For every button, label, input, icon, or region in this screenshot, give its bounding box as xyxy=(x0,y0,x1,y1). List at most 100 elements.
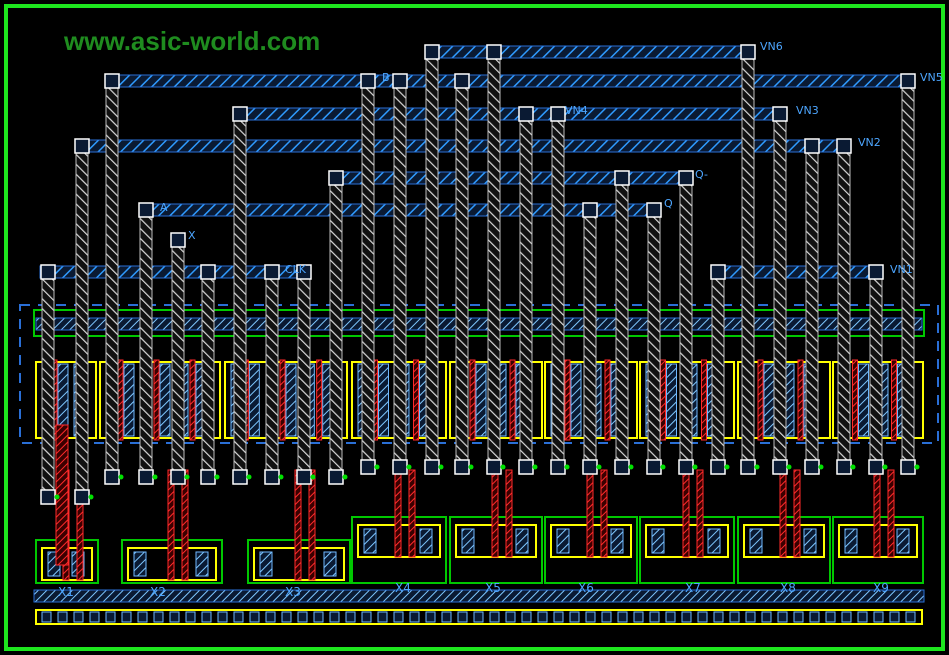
rail-contact xyxy=(121,611,132,623)
rail-contact xyxy=(649,611,660,623)
metal1-route xyxy=(361,80,375,471)
poly-gate xyxy=(509,359,516,441)
metal1-route xyxy=(265,271,279,481)
cell-label-x2: X2 xyxy=(150,585,166,599)
chip-boundary xyxy=(4,4,945,651)
via xyxy=(296,469,312,485)
via xyxy=(710,459,726,475)
via xyxy=(772,459,788,475)
via xyxy=(138,469,154,485)
poly-drop xyxy=(586,469,594,558)
rail-contact xyxy=(665,611,676,623)
contact-column xyxy=(159,363,171,437)
pin-dot xyxy=(278,474,284,480)
contact-lower xyxy=(419,528,433,554)
rail-contact xyxy=(713,611,724,623)
rail-contact xyxy=(841,611,852,623)
poly-drop xyxy=(696,469,704,558)
cell-label-x1: X1 xyxy=(58,585,74,599)
metal1-route xyxy=(679,177,693,471)
via xyxy=(646,459,662,475)
via xyxy=(518,459,534,475)
poly-gate xyxy=(413,359,419,441)
rail-contact xyxy=(505,611,516,623)
via xyxy=(392,73,408,89)
metal1-route xyxy=(741,51,755,471)
via xyxy=(678,459,694,475)
cell-label-x8: X8 xyxy=(780,581,796,595)
contact-lower xyxy=(363,528,377,554)
contact-lower xyxy=(610,528,624,554)
rail-contact xyxy=(809,611,820,623)
poly-drop xyxy=(181,469,189,581)
pin-dot xyxy=(246,474,252,480)
contact-lower xyxy=(323,551,337,577)
via xyxy=(104,469,120,485)
via xyxy=(550,459,566,475)
via xyxy=(296,264,312,280)
metal1-route xyxy=(233,113,247,481)
via xyxy=(900,73,916,89)
poly-drop xyxy=(887,469,895,558)
poly-drop xyxy=(873,469,881,558)
poly-gate xyxy=(604,359,611,441)
cell-label-x7: X7 xyxy=(685,581,701,595)
rail-contact xyxy=(441,611,452,623)
metal1-route xyxy=(647,209,661,471)
via xyxy=(868,264,884,280)
diffusion-upper xyxy=(99,361,221,439)
metal1-route xyxy=(171,239,185,481)
via xyxy=(328,469,344,485)
via xyxy=(486,44,502,60)
rail-contact xyxy=(601,611,612,623)
cell-region-outline xyxy=(19,304,939,444)
rail-contact xyxy=(793,611,804,623)
via xyxy=(360,459,376,475)
poly-drop xyxy=(167,469,175,581)
rail-contact xyxy=(41,611,52,623)
rail-contact xyxy=(889,611,900,623)
pin-dot xyxy=(406,464,412,470)
pin-dot xyxy=(692,464,698,470)
net-label-a: A xyxy=(160,201,168,214)
poly-gate xyxy=(852,359,858,441)
via xyxy=(710,264,726,280)
rail-contact xyxy=(201,611,212,623)
via xyxy=(360,73,376,89)
contact-lower xyxy=(749,528,763,554)
contact-lower xyxy=(556,528,570,554)
rail-contact xyxy=(489,611,500,623)
via xyxy=(264,264,280,280)
metal-routing xyxy=(39,44,920,505)
rail-contact xyxy=(585,611,596,623)
net-label-x: X xyxy=(188,229,196,242)
metal1-route xyxy=(551,113,565,471)
rail-contact xyxy=(265,611,276,623)
rail-contact xyxy=(297,611,308,623)
net-label-qbar: Q- xyxy=(695,168,708,181)
metal-rail-top xyxy=(35,317,923,331)
pin-dot xyxy=(724,464,730,470)
rail-contact xyxy=(777,611,788,623)
via xyxy=(424,459,440,475)
poly-gate xyxy=(279,359,286,441)
metal2-route xyxy=(109,74,911,88)
contact-column xyxy=(858,363,869,437)
via xyxy=(200,469,216,485)
rail-contact xyxy=(729,611,740,623)
via xyxy=(200,264,216,280)
via xyxy=(772,106,788,122)
contact-lower xyxy=(896,528,910,554)
net-label-vn4: VN4 xyxy=(565,104,588,117)
pin-dot xyxy=(564,464,570,470)
rail-contact xyxy=(233,611,244,623)
diffusion-upper xyxy=(224,361,348,439)
pin-dot xyxy=(786,464,792,470)
poly-drop xyxy=(505,469,513,558)
rail-contact xyxy=(361,611,372,623)
via xyxy=(614,170,630,186)
via xyxy=(582,459,598,475)
contact-lower xyxy=(133,551,147,577)
via xyxy=(170,232,186,248)
